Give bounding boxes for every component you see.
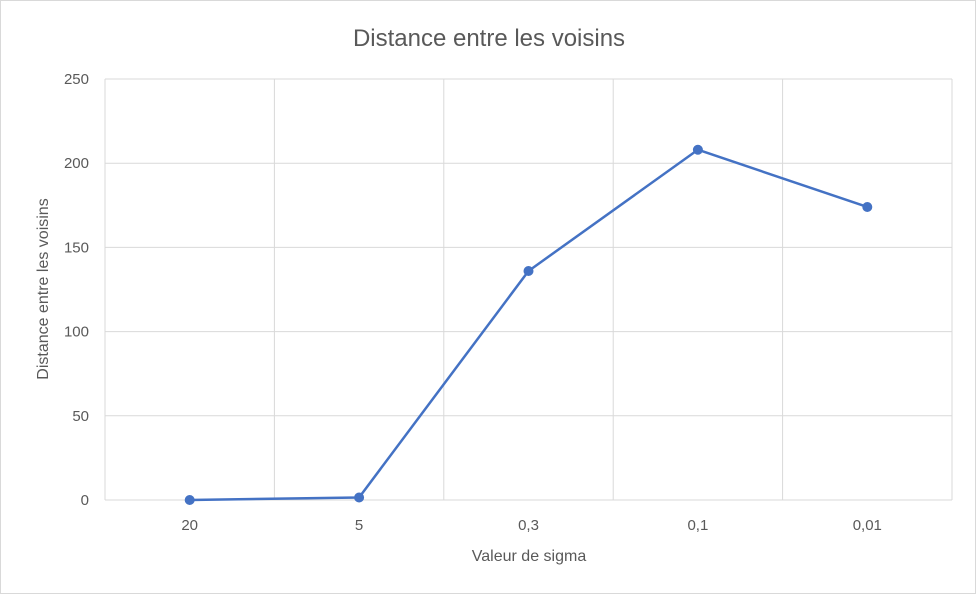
y-tick-labels: 0 50 100 150 200 250 bbox=[64, 71, 89, 509]
series-group bbox=[184, 144, 873, 505]
y-tick-label: 100 bbox=[64, 324, 89, 341]
x-axis-title: Valeur de sigma bbox=[472, 548, 587, 565]
y-tick-label: 150 bbox=[64, 239, 89, 256]
x-tick-label: 20 bbox=[181, 517, 198, 534]
chart-title: Distance entre les voisins bbox=[353, 25, 625, 52]
y-tick-label: 200 bbox=[64, 155, 89, 172]
gridlines bbox=[104, 78, 953, 501]
x-tick-label: 0,1 bbox=[687, 517, 708, 534]
x-tick-label: 0,01 bbox=[853, 517, 882, 534]
x-tick-label: 0,3 bbox=[518, 517, 539, 534]
y-tick-label: 0 bbox=[81, 492, 89, 509]
data-point bbox=[862, 201, 873, 212]
x-tick-labels: 20 5 0,3 0,1 0,01 bbox=[181, 517, 882, 534]
data-point bbox=[184, 495, 195, 505]
y-tick-label: 250 bbox=[64, 71, 89, 88]
y-axis-title: Distance entre les voisins bbox=[35, 198, 52, 379]
x-tick-label: 5 bbox=[355, 517, 363, 534]
series-line bbox=[189, 148, 868, 502]
data-point bbox=[523, 265, 534, 276]
y-tick-label: 50 bbox=[72, 408, 89, 425]
data-point bbox=[354, 492, 365, 503]
data-point bbox=[692, 144, 703, 155]
